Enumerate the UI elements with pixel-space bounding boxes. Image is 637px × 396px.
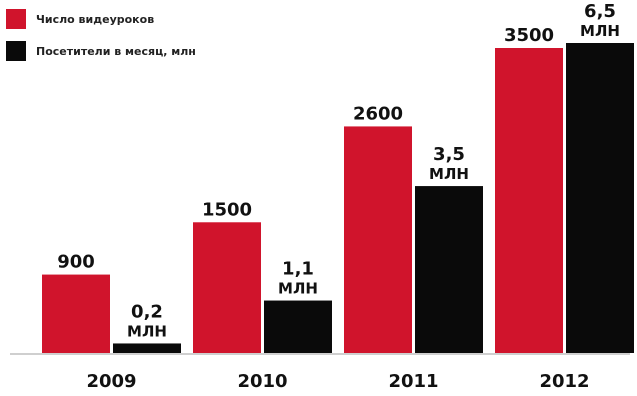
bar-lessons-2011 — [344, 126, 412, 353]
x-tick-label-2010: 2010 — [237, 371, 287, 392]
data-label-lessons-2012: 3500 — [504, 25, 554, 46]
x-axis-baseline — [10, 353, 630, 355]
bar-lessons-2010 — [193, 222, 261, 353]
legend-label-lessons: Число видеуроков — [36, 12, 155, 26]
bar-visitors-2009 — [113, 343, 181, 353]
x-tick-label-2012: 2012 — [539, 371, 589, 392]
data-label-visitors-2012-line2: МЛН — [580, 22, 620, 40]
data-label-visitors-2011-line2: МЛН — [429, 165, 469, 183]
legend-swatch-visitors — [6, 41, 26, 61]
legend-item-visitors: Посетители в месяц, млн — [6, 40, 196, 62]
bar-lessons-2009 — [42, 274, 110, 353]
data-label-visitors-2009-line2: МЛН — [127, 322, 167, 340]
legend-label-visitors: Посетители в месяц, млн — [36, 44, 196, 58]
data-label-visitors-2010-line2: МЛН — [278, 280, 318, 298]
legend-swatch-lessons — [6, 9, 26, 29]
bar-visitors-2012 — [566, 43, 634, 353]
bar-visitors-2011 — [415, 186, 483, 353]
chart-legend: Число видеуроков Посетители в месяц, млн — [6, 8, 196, 72]
data-label-visitors-2009-line1: 0,2 — [131, 301, 163, 322]
x-tick-label-2011: 2011 — [388, 371, 438, 392]
x-tick-label-2009: 2009 — [86, 371, 136, 392]
legend-item-lessons: Число видеуроков — [6, 8, 196, 30]
data-label-lessons-2011: 2600 — [353, 103, 403, 124]
data-label-lessons-2010: 1500 — [202, 199, 252, 220]
data-label-visitors-2010-line1: 1,1 — [282, 259, 314, 280]
data-label-visitors-2011-line1: 3,5 — [433, 144, 465, 165]
data-label-visitors-2012-line1: 6,5 — [584, 1, 616, 22]
data-label-lessons-2009: 900 — [57, 252, 95, 273]
bar-visitors-2010 — [264, 300, 332, 353]
bar-lessons-2012 — [495, 48, 563, 353]
